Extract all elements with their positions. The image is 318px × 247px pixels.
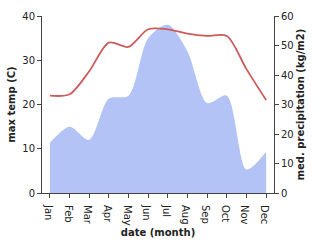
svg-text:Jul: Jul — [161, 204, 172, 217]
svg-text:Dec: Dec — [259, 205, 270, 224]
svg-text:10: 10 — [22, 143, 35, 154]
svg-text:Jun: Jun — [141, 204, 152, 221]
svg-text:50: 50 — [281, 40, 294, 51]
svg-text:max temp (C): max temp (C) — [6, 66, 17, 142]
svg-text:May: May — [122, 205, 133, 226]
svg-text:Oct: Oct — [220, 205, 231, 222]
svg-text:30: 30 — [281, 99, 294, 110]
svg-text:Mar: Mar — [82, 205, 93, 225]
svg-text:20: 20 — [281, 129, 294, 140]
svg-text:10: 10 — [281, 158, 294, 169]
svg-text:0: 0 — [281, 188, 287, 199]
svg-text:Apr: Apr — [102, 205, 113, 223]
svg-text:40: 40 — [281, 70, 294, 81]
svg-text:0: 0 — [29, 188, 35, 199]
svg-text:60: 60 — [281, 11, 294, 22]
svg-text:Nov: Nov — [239, 205, 250, 225]
svg-text:Feb: Feb — [63, 205, 74, 223]
svg-text:30: 30 — [22, 55, 35, 66]
svg-text:Sep: Sep — [200, 205, 211, 224]
svg-text:date (month): date (month) — [121, 227, 195, 238]
svg-text:Aug: Aug — [180, 205, 191, 225]
svg-text:40: 40 — [22, 11, 35, 22]
svg-text:Jan: Jan — [43, 204, 54, 220]
svg-text:med. precipitation (kg/m2): med. precipitation (kg/m2) — [295, 29, 306, 181]
svg-text:20: 20 — [22, 99, 35, 110]
